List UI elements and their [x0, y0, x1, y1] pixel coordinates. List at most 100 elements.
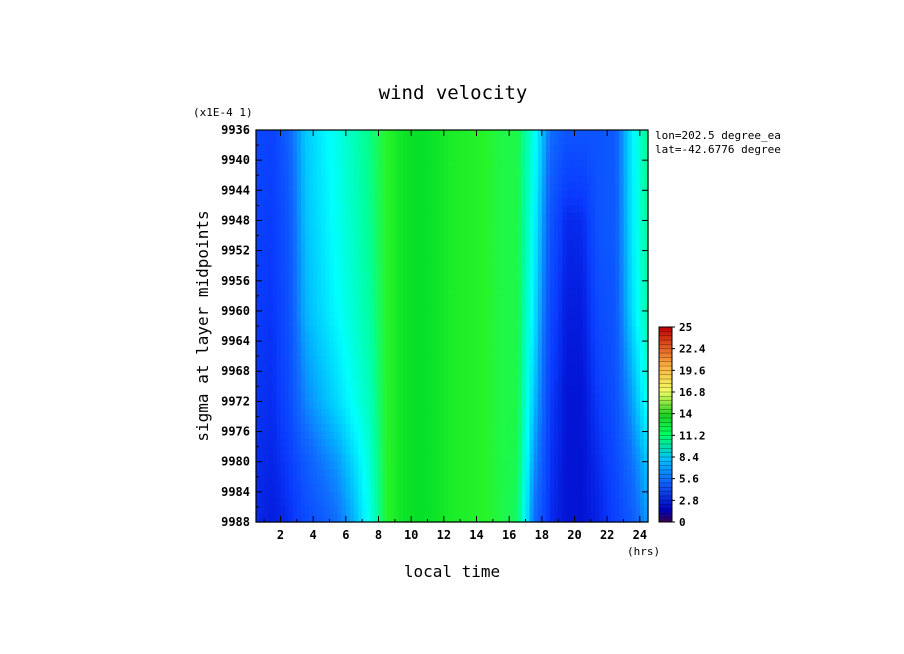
heatmap-cell: [492, 446, 498, 455]
heatmap-cell: [317, 348, 322, 357]
heatmap-cell: [411, 265, 416, 274]
heatmap-cell: [611, 416, 616, 425]
heatmap-cell: [570, 220, 576, 229]
heatmap-cell: [370, 243, 376, 252]
heatmap-cell: [427, 514, 433, 523]
heatmap-cell: [562, 175, 567, 184]
heatmap-cell: [545, 167, 551, 176]
heatmap-cell: [627, 310, 633, 320]
heatmap-cell: [407, 175, 412, 184]
heatmap-cell: [599, 326, 604, 335]
heatmap-cell: [578, 408, 584, 418]
heatmap-cell: [288, 356, 294, 365]
heatmap-cell: [427, 326, 433, 335]
heatmap-cell: [570, 514, 576, 523]
heatmap-cell: [272, 514, 278, 523]
heatmap-cell: [305, 348, 310, 357]
heatmap-cell: [264, 499, 269, 508]
heatmap-cell: [329, 310, 335, 320]
heatmap-cell: [280, 356, 286, 365]
heatmap-cell: [309, 416, 314, 425]
heatmap-cell: [488, 491, 494, 500]
heatmap-cell: [570, 182, 576, 191]
heatmap-cell: [460, 145, 465, 154]
heatmap-cell: [349, 250, 355, 259]
heatmap-cell: [329, 461, 335, 470]
heatmap-cell: [403, 408, 408, 418]
heatmap-cell: [284, 393, 290, 402]
heatmap-cell: [611, 386, 616, 395]
heatmap-cell: [452, 378, 457, 387]
heatmap-cell: [296, 461, 302, 470]
heatmap-cell: [309, 341, 314, 350]
heatmap-cell: [480, 228, 486, 237]
heatmap-cell: [456, 348, 461, 357]
heatmap-cell: [525, 280, 531, 289]
heatmap-cell: [615, 408, 621, 418]
heatmap-cell: [521, 250, 527, 259]
heatmap-cell: [521, 408, 527, 418]
heatmap-cell: [296, 333, 302, 342]
heatmap-cell: [370, 484, 376, 493]
heatmap-cell: [427, 484, 433, 493]
heatmap-cell: [292, 484, 298, 493]
heatmap-cell: [541, 506, 547, 516]
heatmap-cell: [513, 439, 518, 448]
heatmap-cell: [570, 130, 576, 139]
heatmap-cell: [578, 333, 584, 342]
heatmap-cell: [545, 310, 551, 320]
heatmap-cell: [537, 424, 543, 433]
heatmap-cell: [517, 469, 523, 478]
heatmap-cell: [513, 469, 518, 478]
heatmap-cell: [403, 401, 408, 410]
heatmap-cell: [529, 235, 535, 244]
heatmap-cell: [472, 484, 478, 493]
heatmap-cell: [366, 341, 371, 350]
heatmap-cell: [407, 454, 412, 463]
heatmap-cell: [305, 393, 310, 402]
heatmap-cell: [398, 288, 404, 297]
heatmap-cell: [443, 341, 449, 350]
heatmap-cell: [374, 167, 380, 176]
heatmap-cell: [419, 431, 425, 440]
heatmap-cell: [272, 439, 278, 448]
heatmap-cell: [452, 228, 457, 237]
heatmap-cell: [325, 167, 331, 176]
heatmap-cell: [615, 228, 621, 237]
heatmap-cell: [631, 137, 637, 146]
heatmap-cell: [256, 280, 261, 289]
heatmap-cell: [545, 212, 551, 222]
heatmap-cell: [586, 491, 592, 500]
heatmap-cell: [615, 145, 621, 154]
heatmap-cell: [505, 446, 510, 455]
heatmap-cell: [492, 212, 498, 222]
heatmap-cell: [570, 431, 576, 440]
heatmap-cell: [268, 476, 273, 485]
heatmap-cell: [627, 416, 633, 425]
heatmap-cell: [505, 228, 510, 237]
heatmap-cell: [280, 212, 286, 222]
heatmap-cell: [321, 371, 327, 380]
heatmap-cell: [284, 484, 290, 493]
heatmap-cell: [358, 205, 363, 214]
heatmap-cell: [619, 469, 625, 478]
heatmap-cell: [578, 310, 584, 320]
heatmap-cell: [468, 454, 474, 463]
heatmap-cell: [509, 514, 514, 523]
heatmap-cell: [378, 265, 384, 274]
heatmap-cell: [431, 401, 437, 410]
heatmap-cell: [345, 499, 351, 508]
heatmap-cell: [464, 431, 469, 440]
heatmap-cell: [603, 228, 608, 237]
heatmap-cell: [427, 280, 433, 289]
heatmap-cell: [521, 145, 527, 154]
heatmap-cell: [317, 363, 322, 372]
heatmap-cell: [386, 228, 392, 237]
heatmap-cell: [370, 431, 376, 440]
heatmap-cell: [533, 431, 539, 440]
heatmap-cell: [439, 371, 445, 380]
heatmap-cell: [558, 212, 563, 222]
heatmap-cell: [582, 243, 588, 252]
heatmap-cell: [345, 310, 351, 320]
heatmap-cell: [643, 310, 649, 320]
